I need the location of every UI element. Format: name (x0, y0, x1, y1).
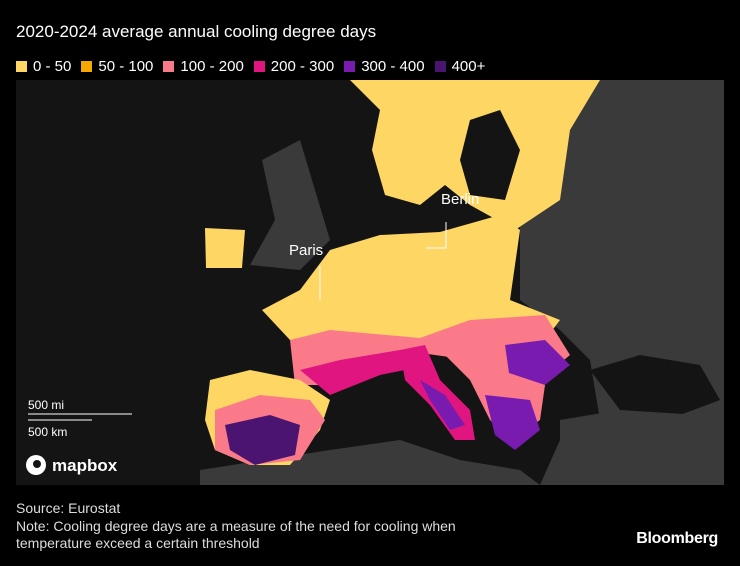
city-label: Berlin (441, 191, 479, 208)
legend-swatch (434, 61, 446, 72)
attribution: mapbox (52, 456, 118, 475)
legend-label: 0 - 50 (33, 58, 72, 75)
legend-item: 200 - 300 (253, 58, 335, 75)
city-label: Paris (289, 242, 323, 259)
legend-label: 50 - 100 (98, 58, 154, 75)
brand: Bloomberg (636, 530, 718, 547)
legend: 0 - 50 50 - 100 100 - 200 200 - 300 300 - 40… (16, 58, 485, 75)
legend-item: 100 - 200 (163, 58, 244, 75)
scale-label: 500 mi (28, 398, 64, 412)
legend-item: 0 - 50 (16, 58, 71, 75)
legend-swatch (81, 61, 93, 72)
scale-label: 500 km (28, 425, 67, 439)
legend-swatch (16, 61, 27, 72)
note: temperature exceed a certain threshold (16, 535, 260, 551)
legend-label: 300 - 400 (361, 58, 425, 75)
map: Paris Berlin 500 mi 500 km mapbox (16, 80, 724, 485)
legend-item: 300 - 400 (344, 58, 425, 75)
legend-label: 200 - 300 (270, 58, 335, 75)
legend-item: 400+ (434, 58, 486, 75)
legend-swatch (253, 61, 265, 72)
legend-item: 50 - 100 (81, 58, 153, 75)
legend-swatch (163, 61, 175, 72)
legend-label: 100 - 200 (180, 58, 244, 75)
source: Source: Eurostat (16, 500, 121, 516)
note: Note: Cooling degree days are a measure … (16, 518, 456, 534)
legend-label: 400+ (451, 58, 486, 75)
legend-swatch (344, 61, 356, 72)
title: 2020-2024 average annual cooling degree … (16, 22, 377, 41)
